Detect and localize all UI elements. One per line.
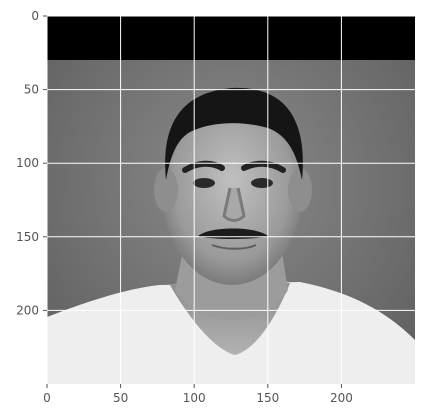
y-tick-label: 50 [24,83,39,97]
x-tick-label: 150 [256,391,279,405]
nose [222,187,246,222]
hair [165,87,303,180]
left-eye [193,178,215,188]
left-eyebrow [182,160,225,173]
y-tick-label: 150 [16,230,39,244]
mouth [211,244,257,250]
y-tick-label: 0 [31,9,39,23]
right-eyebrow [241,160,286,173]
x-tick-label: 0 [43,391,51,405]
y-tick-label: 100 [16,156,39,170]
x-tick-label: 100 [183,391,206,405]
right-eye [251,178,273,188]
axis-ticks: 0 50 100 150 200 0 50 100 150 200 [16,9,353,405]
portrait-photo [47,16,415,384]
black-top-band [47,16,415,60]
y-tick-label: 200 [16,303,39,317]
x-tick-label: 200 [330,391,353,405]
left-ear [154,168,178,212]
right-ear [288,168,312,212]
grid-lines [46,15,415,384]
x-tick-label: 50 [113,391,128,405]
